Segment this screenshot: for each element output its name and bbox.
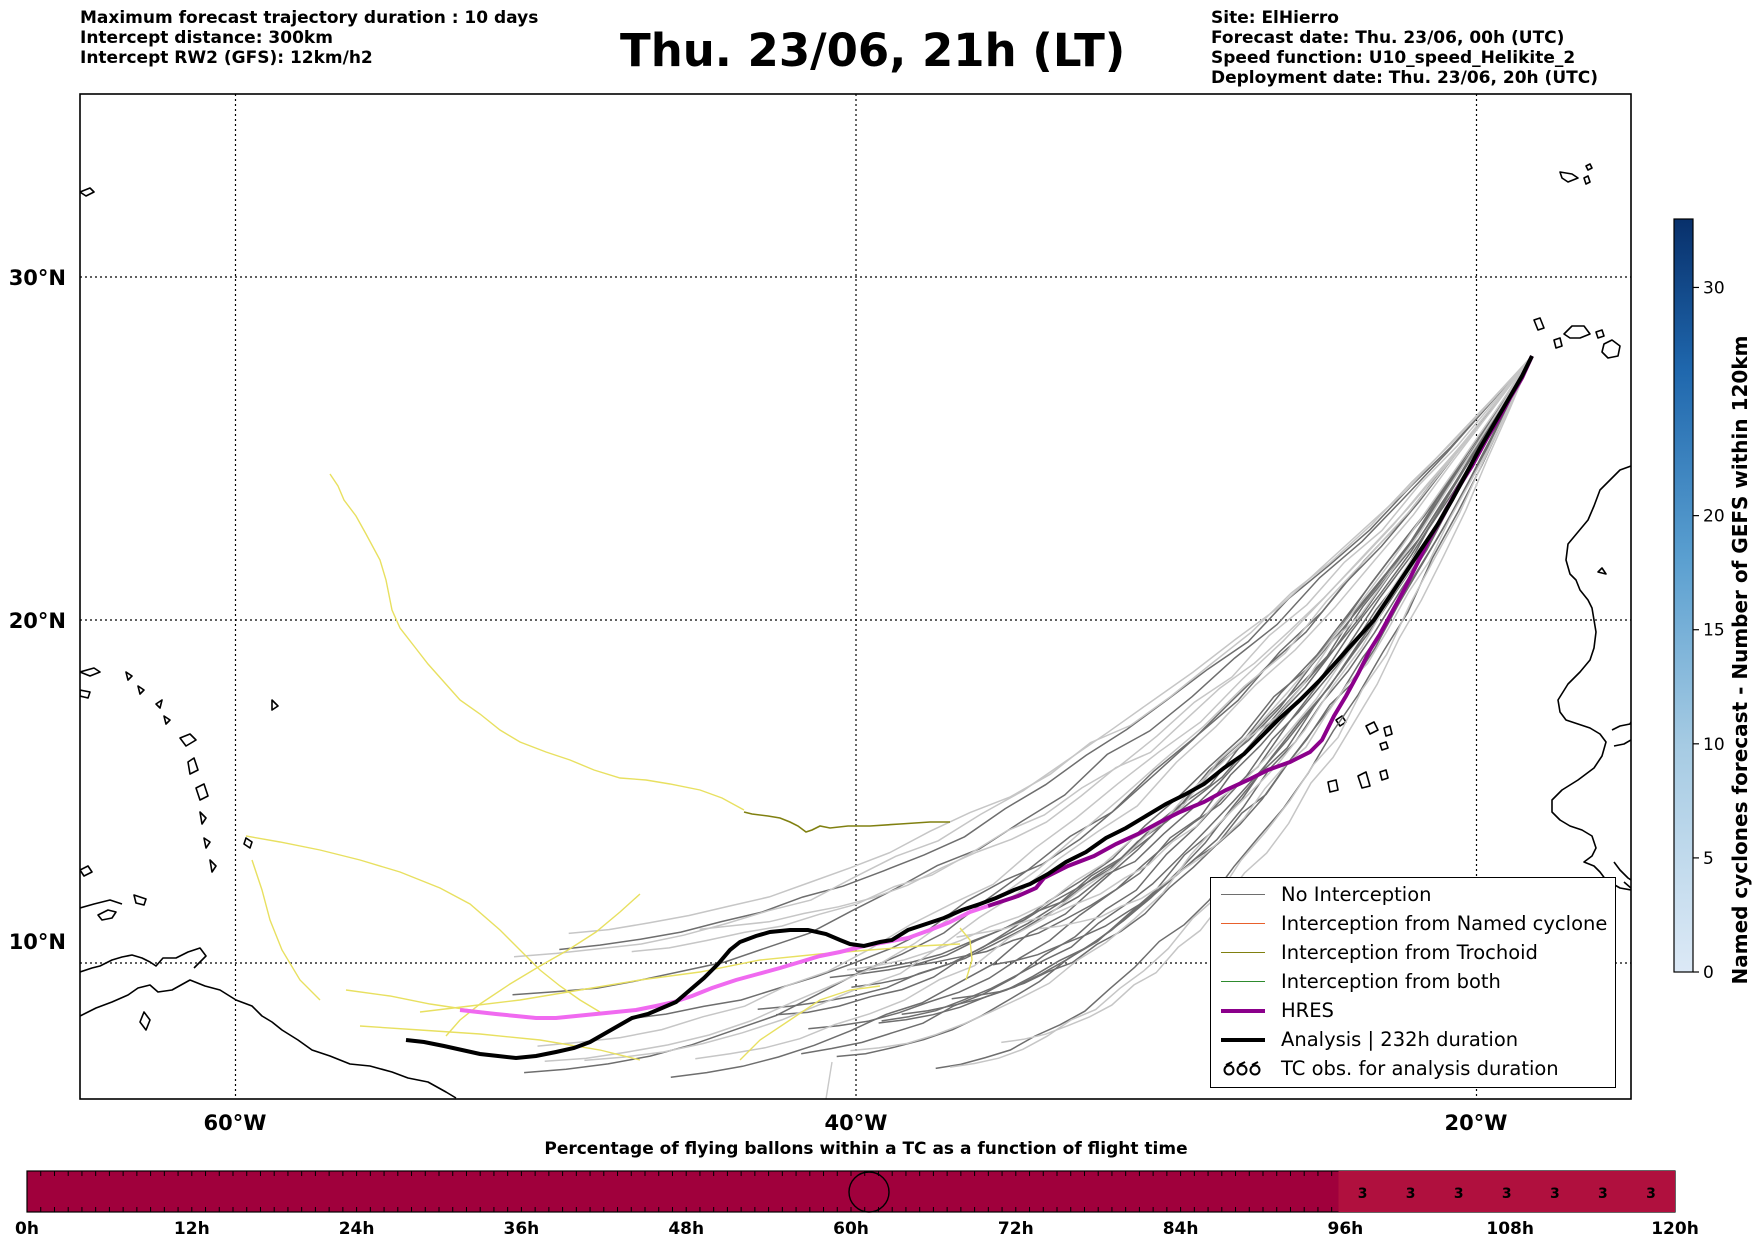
ensemble-trajectory <box>801 355 1533 1055</box>
flight-time-tick-label: 96h <box>1328 1219 1364 1239</box>
trajectory-trochoid-interception <box>743 811 950 833</box>
lat-tick-labels: 30°N 20°N 10°N <box>9 266 66 954</box>
lat-tick-label: 10°N <box>9 930 66 954</box>
colorbar-tick-label: 0 <box>1703 963 1714 983</box>
lon-tick-labels: 60°W 40°W 20°W <box>204 1111 1508 1135</box>
ensemble-trajectory-yellow <box>445 893 641 1037</box>
legend-item: No Interception <box>1221 880 1605 909</box>
ensemble-trajectory <box>559 355 1533 951</box>
flight-time-tick-label: 120h <box>1651 1219 1699 1239</box>
flight-time-cell-value: 3 <box>1454 1186 1464 1202</box>
legend-item-label: Interception from Named cyclone <box>1281 912 1608 935</box>
legend-item-label: HRES <box>1281 999 1334 1022</box>
colorbar-tick-label: 15 <box>1703 621 1725 641</box>
flight-time-tick-label: 84h <box>1163 1219 1199 1239</box>
ensemble-trajectory <box>956 355 1533 938</box>
timeline-cyclone-marker <box>848 1171 890 1213</box>
header-line: Forecast date: Thu. 23/06, 00h (UTC) <box>1211 28 1565 48</box>
legend-item-label: Analysis | 232h duration <box>1281 1028 1519 1051</box>
colorbar-tick-label: 30 <box>1703 278 1725 298</box>
flight-time-tick-label: 36h <box>504 1219 540 1239</box>
header-line: Intercept RW2 (GFS): 12km/h2 <box>80 48 373 68</box>
flight-time-tick-label: 108h <box>1486 1219 1534 1239</box>
legend-item: Interception from both <box>1221 967 1605 996</box>
colorbar-tick-label: 20 <box>1703 507 1725 527</box>
ensemble-trajectory-yellow <box>739 985 881 1061</box>
header-line: Speed function: U10_speed_Helikite_2 <box>1211 48 1576 68</box>
ensemble-trajectory-yellow <box>419 943 961 1013</box>
ensemble-trajectory-yellow <box>959 927 973 981</box>
page-title: Thu. 23/06, 21h (LT) <box>620 24 1126 77</box>
flight-time-cell-value: 3 <box>1646 1186 1656 1202</box>
ensemble-trajectory <box>808 355 1533 1030</box>
ensemble-trajectory-yellow <box>359 1025 641 1061</box>
colorbar-ramp <box>1673 218 1694 973</box>
ensemble-trajectory <box>512 355 1533 996</box>
ensemble-trajectory <box>631 355 1533 953</box>
ensemble-trajectory <box>584 355 1533 1062</box>
ensemble-trajectory-yellow <box>329 473 745 811</box>
legend-item: TC obs. for analysis duration <box>1221 1054 1605 1083</box>
ensemble-trajectory-yellow <box>245 835 601 1013</box>
flight-time-bar: 3 3 3 3 3 3 3 0h 12h 24h 36h 48h 60h 72h 84h 96h 108h 12… <box>15 1170 1699 1239</box>
header-line: Site: ElHierro <box>1211 8 1339 28</box>
header-line: Maximum forecast trajectory duration : 1… <box>80 8 539 28</box>
flight-time-tick-label: 60h <box>833 1219 869 1239</box>
legend-item: HRES <box>1221 996 1605 1025</box>
ensemble-trajectory <box>1038 355 1533 930</box>
legend-item-label: Interception from Trochoid <box>1281 941 1538 964</box>
map-legend: No Interception Interception from Named … <box>1210 877 1616 1088</box>
legend-item-label: No Interception <box>1281 883 1432 906</box>
lon-tick-label: 60°W <box>204 1111 267 1135</box>
header-info-right: Site: ElHierro Forecast date: Thu. 23/06… <box>1211 8 1598 88</box>
map-frame <box>79 93 1632 1100</box>
ensemble-trajectory <box>695 355 1533 1060</box>
lon-tick-label: 20°W <box>1445 1111 1508 1135</box>
flight-time-cell-value: 3 <box>1550 1186 1560 1202</box>
lat-tick-label: 20°N <box>9 609 66 633</box>
flight-time-caption: Percentage of flying ballons within a TC… <box>544 1139 1188 1159</box>
flight-time-cell-value: 3 <box>1358 1186 1368 1202</box>
header-line: Intercept distance: 300km <box>80 28 333 48</box>
legend-item: Analysis | 232h duration <box>1221 1025 1605 1054</box>
ensemble-trajectory-yellow <box>251 859 321 1001</box>
flight-time-tick-label: 24h <box>339 1219 375 1239</box>
flight-time-tick-label: 72h <box>998 1219 1034 1239</box>
flight-time-cell-value: 3 <box>1598 1186 1608 1202</box>
ensemble-trajectory <box>949 355 1533 1068</box>
colorbar-label: Named cyclones forecast - Number of GEFS… <box>1728 335 1752 985</box>
ensemble-trajectory <box>544 355 1533 1062</box>
header-info-left: Maximum forecast trajectory duration : 1… <box>80 8 538 68</box>
ensemble-trajectory <box>1001 355 1533 1044</box>
ensemble-trajectory <box>513 355 1533 958</box>
colorbar-ticks: 0 5 10 15 20 30 <box>1693 278 1725 983</box>
trajectory-analysis <box>405 355 1534 1061</box>
legend-item: Interception from Named cyclone <box>1221 909 1608 938</box>
colorbar-tick-label: 10 <box>1703 735 1725 755</box>
legend-item-label: Interception from both <box>1281 970 1501 993</box>
ensemble-trajectories-no-interception <box>512 355 1533 1078</box>
flight-time-tick-label: 12h <box>174 1219 210 1239</box>
flight-time-cell-value: 3 <box>1502 1186 1512 1202</box>
colorbar-tick-label: 5 <box>1703 849 1714 869</box>
ensemble-trajectory <box>628 355 1533 1020</box>
flight-time-tick-label: 0h <box>15 1219 39 1239</box>
ensemble-trajectory <box>568 355 1533 935</box>
flight-time-ticks: 0h 12h 24h 36h 48h 60h 72h 84h 96h 108h 120h <box>15 1219 1699 1239</box>
ensemble-trajectory <box>670 355 1533 1078</box>
flight-time-cell-region <box>1338 1171 1675 1212</box>
trajectory-hres-pink <box>459 904 989 1020</box>
header-line: Deployment date: Thu. 23/06, 20h (UTC) <box>1211 68 1598 88</box>
legend-item: Interception from Trochoid <box>1221 938 1605 967</box>
flight-time-tick-label: 48h <box>668 1219 704 1239</box>
colorbar: 0 5 10 15 20 30 <box>1673 218 1725 983</box>
lat-tick-label: 30°N <box>9 266 66 290</box>
legend-item-label: TC obs. for analysis duration <box>1281 1057 1559 1080</box>
flight-time-cell-value: 3 <box>1406 1186 1416 1202</box>
cyclone-symbol-icon <box>1221 1059 1265 1079</box>
lon-tick-label: 40°W <box>825 1111 888 1135</box>
